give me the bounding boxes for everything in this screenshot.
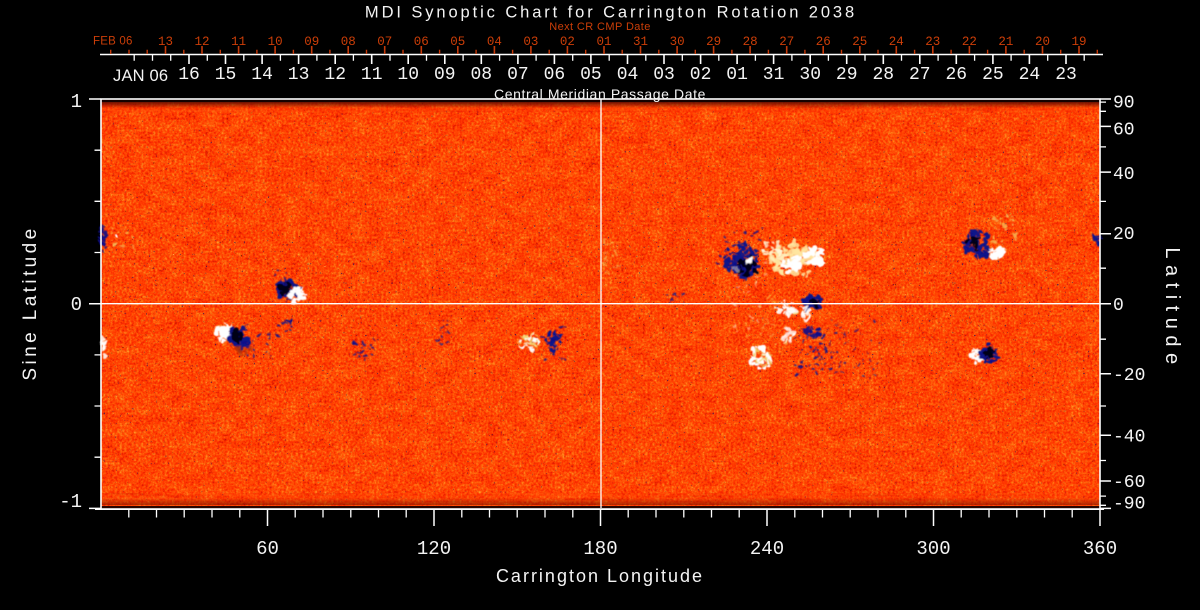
svg-text:24: 24 bbox=[1019, 65, 1041, 85]
svg-text:02: 02 bbox=[560, 35, 575, 49]
svg-text:01: 01 bbox=[726, 65, 748, 85]
svg-text:360: 360 bbox=[1083, 538, 1117, 560]
svg-text:0: 0 bbox=[1113, 296, 1124, 316]
svg-text:-1: -1 bbox=[59, 491, 82, 513]
svg-text:06: 06 bbox=[544, 65, 566, 85]
svg-text:23: 23 bbox=[925, 35, 940, 49]
svg-text:31: 31 bbox=[633, 35, 648, 49]
svg-text:Carrington Longitude: Carrington Longitude bbox=[496, 566, 704, 586]
svg-text:JAN 06: JAN 06 bbox=[113, 67, 168, 85]
svg-text:25: 25 bbox=[982, 65, 1004, 85]
svg-text:300: 300 bbox=[916, 538, 950, 560]
svg-text:120: 120 bbox=[417, 538, 451, 560]
svg-text:20: 20 bbox=[1035, 35, 1050, 49]
svg-text:26: 26 bbox=[816, 35, 831, 49]
svg-text:-60: -60 bbox=[1113, 473, 1145, 493]
svg-text:MDI Synoptic Chart for Carring: MDI Synoptic Chart for Carrington Rotati… bbox=[365, 4, 857, 22]
svg-text:23: 23 bbox=[1055, 65, 1077, 85]
svg-text:60: 60 bbox=[256, 538, 279, 560]
svg-text:08: 08 bbox=[341, 35, 356, 49]
svg-text:31: 31 bbox=[763, 65, 785, 85]
svg-text:27: 27 bbox=[909, 65, 931, 85]
svg-text:09: 09 bbox=[434, 65, 456, 85]
svg-text:03: 03 bbox=[523, 35, 538, 49]
svg-text:Next CR CMP Date: Next CR CMP Date bbox=[549, 21, 651, 33]
svg-text:-20: -20 bbox=[1113, 366, 1145, 386]
svg-text:180: 180 bbox=[583, 538, 617, 560]
svg-text:12: 12 bbox=[324, 65, 346, 85]
svg-text:20: 20 bbox=[1113, 225, 1135, 245]
svg-text:12: 12 bbox=[194, 35, 209, 49]
svg-text:04: 04 bbox=[617, 65, 639, 85]
svg-text:10: 10 bbox=[397, 65, 419, 85]
svg-text:FEB 06: FEB 06 bbox=[93, 36, 133, 48]
svg-text:0: 0 bbox=[71, 294, 82, 316]
svg-text:11: 11 bbox=[361, 65, 383, 85]
svg-text:08: 08 bbox=[470, 65, 492, 85]
svg-text:13: 13 bbox=[288, 65, 310, 85]
svg-text:09: 09 bbox=[304, 35, 319, 49]
svg-text:240: 240 bbox=[750, 538, 784, 560]
svg-text:07: 07 bbox=[377, 35, 392, 49]
svg-text:Sine Latitude: Sine Latitude bbox=[20, 225, 41, 380]
svg-text:28: 28 bbox=[743, 35, 758, 49]
svg-text:13: 13 bbox=[158, 35, 173, 49]
svg-text:27: 27 bbox=[779, 35, 794, 49]
svg-text:16: 16 bbox=[178, 65, 200, 85]
svg-text:10: 10 bbox=[268, 35, 283, 49]
svg-text:30: 30 bbox=[670, 35, 685, 49]
svg-text:07: 07 bbox=[507, 65, 529, 85]
svg-text:02: 02 bbox=[690, 65, 712, 85]
svg-text:Central Meridian Passage Date: Central Meridian Passage Date bbox=[494, 86, 706, 102]
svg-text:05: 05 bbox=[450, 35, 465, 49]
svg-text:1: 1 bbox=[71, 91, 82, 113]
svg-text:-40: -40 bbox=[1113, 428, 1145, 448]
svg-text:11: 11 bbox=[231, 35, 246, 49]
svg-text:30: 30 bbox=[799, 65, 821, 85]
svg-text:-90: -90 bbox=[1113, 495, 1145, 515]
svg-text:40: 40 bbox=[1113, 165, 1135, 185]
svg-text:14: 14 bbox=[251, 65, 273, 85]
svg-text:90: 90 bbox=[1113, 94, 1135, 114]
svg-text:05: 05 bbox=[580, 65, 602, 85]
svg-text:19: 19 bbox=[1071, 35, 1086, 49]
svg-text:60: 60 bbox=[1113, 121, 1135, 141]
svg-text:25: 25 bbox=[852, 35, 867, 49]
svg-text:22: 22 bbox=[962, 35, 977, 49]
svg-text:26: 26 bbox=[945, 65, 967, 85]
svg-text:29: 29 bbox=[836, 65, 858, 85]
svg-text:03: 03 bbox=[653, 65, 675, 85]
svg-text:24: 24 bbox=[889, 35, 904, 49]
svg-text:04: 04 bbox=[487, 35, 502, 49]
svg-text:28: 28 bbox=[872, 65, 894, 85]
svg-text:29: 29 bbox=[706, 35, 721, 49]
svg-text:15: 15 bbox=[215, 65, 237, 85]
svg-text:Latitude: Latitude bbox=[1161, 247, 1183, 370]
svg-text:01: 01 bbox=[596, 35, 611, 49]
svg-text:21: 21 bbox=[998, 35, 1013, 49]
svg-text:06: 06 bbox=[414, 35, 429, 49]
